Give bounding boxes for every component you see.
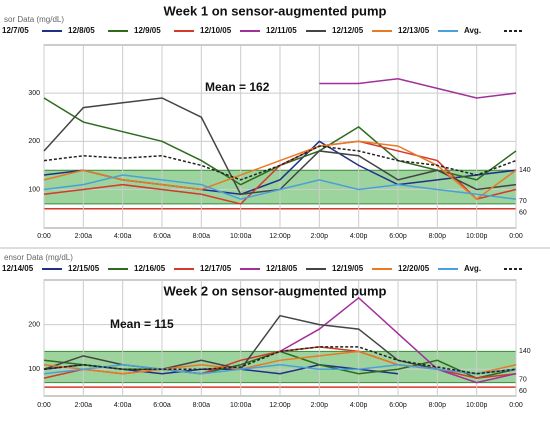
x-tick-label: 6:00p [389,233,407,240]
x-tick-label: 6:00p [389,402,407,409]
x-tick-label: 6:00a [153,402,171,409]
x-tick-label: 12:00p [269,402,291,409]
x-tick-label: 4:00p [350,233,368,240]
x-tick-label: 8:00p [429,402,447,409]
x-tick-label: 0:00 [37,233,51,240]
legend-label: 12/10/05 [200,26,232,35]
legend-label: Avg. [464,26,481,35]
x-tick-label: 2:00a [75,233,93,240]
legend-label: 12/18/05 [266,264,298,273]
legend-label: 12/9/05 [134,26,161,35]
annotation: Mean = 115 [110,317,174,331]
x-tick-label: 0:00 [37,402,51,409]
x-tick-label: 0:00 [509,233,523,240]
legend-label: 12/13/05 [398,26,430,35]
x-tick-label: 2:00p [311,233,329,240]
legend-label: 12/11/05 [266,26,297,35]
y-tick-label: 100 [28,366,40,373]
band-label: 70 [519,198,527,205]
x-tick-label: 2:00a [75,402,93,409]
header: sor Data (mg/dL) [4,15,64,24]
series-line [43,174,517,200]
x-tick-label: 6:00a [153,233,171,240]
legend-label: 12/8/05 [68,26,95,35]
chart-title: Week 1 on sensor-augmented pump [164,3,387,18]
x-tick-label: 8:00p [429,233,447,240]
series-line [43,364,517,375]
x-tick-label: 10:00a [230,402,252,409]
legend-label: Avg. [464,264,481,273]
legend-label: 12/17/05 [200,264,232,273]
y-tick-label: 100 [28,186,40,193]
x-tick-label: 2:00p [311,402,329,409]
band-label: 140 [519,167,531,174]
chart-title: Week 2 on sensor-augmented pump [164,283,387,298]
legend-label: 12/14/05 [2,264,34,273]
header: ensor Data (mg/dL) [4,253,73,262]
y-tick-label: 200 [28,138,40,145]
limit-label: 60 [519,210,527,217]
y-tick-label: 300 [28,90,40,97]
y-tick-label: 200 [28,321,40,328]
x-tick-label: 4:00p [350,402,368,409]
legend-label: 12/19/05 [332,264,364,273]
annotation: Mean = 162 [205,80,270,94]
legend-label: 12/15/05 [68,264,100,273]
x-tick-label: 0:00 [509,402,523,409]
band-label: 70 [519,376,527,383]
x-tick-label: 12:00p [269,233,291,240]
x-tick-label: 10:00p [466,402,488,409]
legend-label: 12/7/05 [2,26,29,35]
legend-label: 12/16/05 [134,264,166,273]
x-tick-label: 8:00a [193,233,211,240]
legend-label: 12/12/05 [332,26,364,35]
series-line [319,77,517,99]
legend-label: 12/20/05 [398,264,430,273]
x-tick-label: 10:00a [230,233,252,240]
x-tick-label: 4:00a [114,402,132,409]
band-label: 140 [519,348,531,355]
x-tick-label: 8:00a [193,402,211,409]
limit-label: 60 [519,388,527,395]
series-line [279,296,517,384]
x-tick-label: 10:00p [466,233,488,240]
series-line [43,145,517,181]
x-tick-label: 4:00a [114,233,132,240]
